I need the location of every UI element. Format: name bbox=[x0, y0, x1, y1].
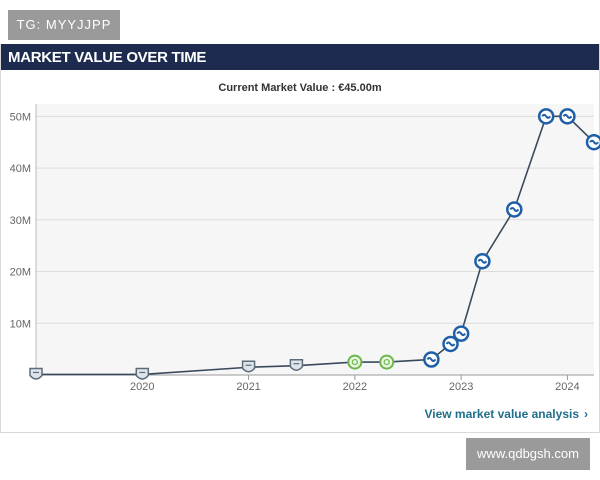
data-point-gray-crest-icon[interactable] bbox=[289, 358, 304, 371]
data-point-blue-crest-icon[interactable] bbox=[442, 335, 459, 353]
data-point-green-crest-icon[interactable] bbox=[379, 354, 395, 370]
series-line bbox=[36, 115, 595, 376]
chevron-right-icon: › bbox=[584, 407, 588, 421]
y-tick-label: 30M bbox=[10, 215, 31, 227]
y-tick-label: 20M bbox=[10, 267, 31, 279]
card-title: MARKET VALUE OVER TIME bbox=[1, 44, 599, 70]
data-point-blue-crest-icon[interactable] bbox=[585, 133, 600, 151]
x-tick-label: 2021 bbox=[236, 381, 260, 393]
y-tick-label: 10M bbox=[10, 318, 31, 330]
y-tick-label: 40M bbox=[10, 163, 31, 175]
data-point-gray-crest-icon[interactable] bbox=[29, 367, 43, 380]
x-tick-label: 2024 bbox=[555, 381, 579, 393]
view-market-value-analysis-link[interactable]: View market value analysis › bbox=[424, 407, 588, 421]
view-analysis-label: View market value analysis bbox=[424, 407, 579, 421]
data-point-green-crest-icon[interactable] bbox=[347, 354, 363, 370]
data-point-blue-crest-icon[interactable] bbox=[537, 108, 555, 125]
site-watermark: www.qdbgsh.com bbox=[466, 438, 590, 470]
data-point-blue-crest-icon[interactable] bbox=[559, 108, 576, 125]
current-market-value: Current Market Value : €45.00m bbox=[218, 82, 382, 94]
telegram-badge: TG: MYYJJPP bbox=[8, 10, 120, 40]
data-point-gray-crest-icon[interactable] bbox=[135, 367, 150, 380]
y-tick-label: 50M bbox=[10, 111, 31, 123]
x-tick-label: 2023 bbox=[449, 381, 473, 393]
data-point-blue-crest-icon[interactable] bbox=[474, 252, 491, 270]
data-point-blue-crest-icon[interactable] bbox=[423, 351, 440, 368]
data-point-blue-crest-icon[interactable] bbox=[506, 201, 523, 218]
data-point-blue-crest-icon[interactable] bbox=[452, 325, 470, 342]
plot-area bbox=[36, 104, 594, 375]
x-tick-label: 2020 bbox=[130, 381, 154, 393]
x-tick-label: 2022 bbox=[343, 381, 367, 393]
data-point-gray-crest-icon[interactable] bbox=[241, 360, 256, 373]
